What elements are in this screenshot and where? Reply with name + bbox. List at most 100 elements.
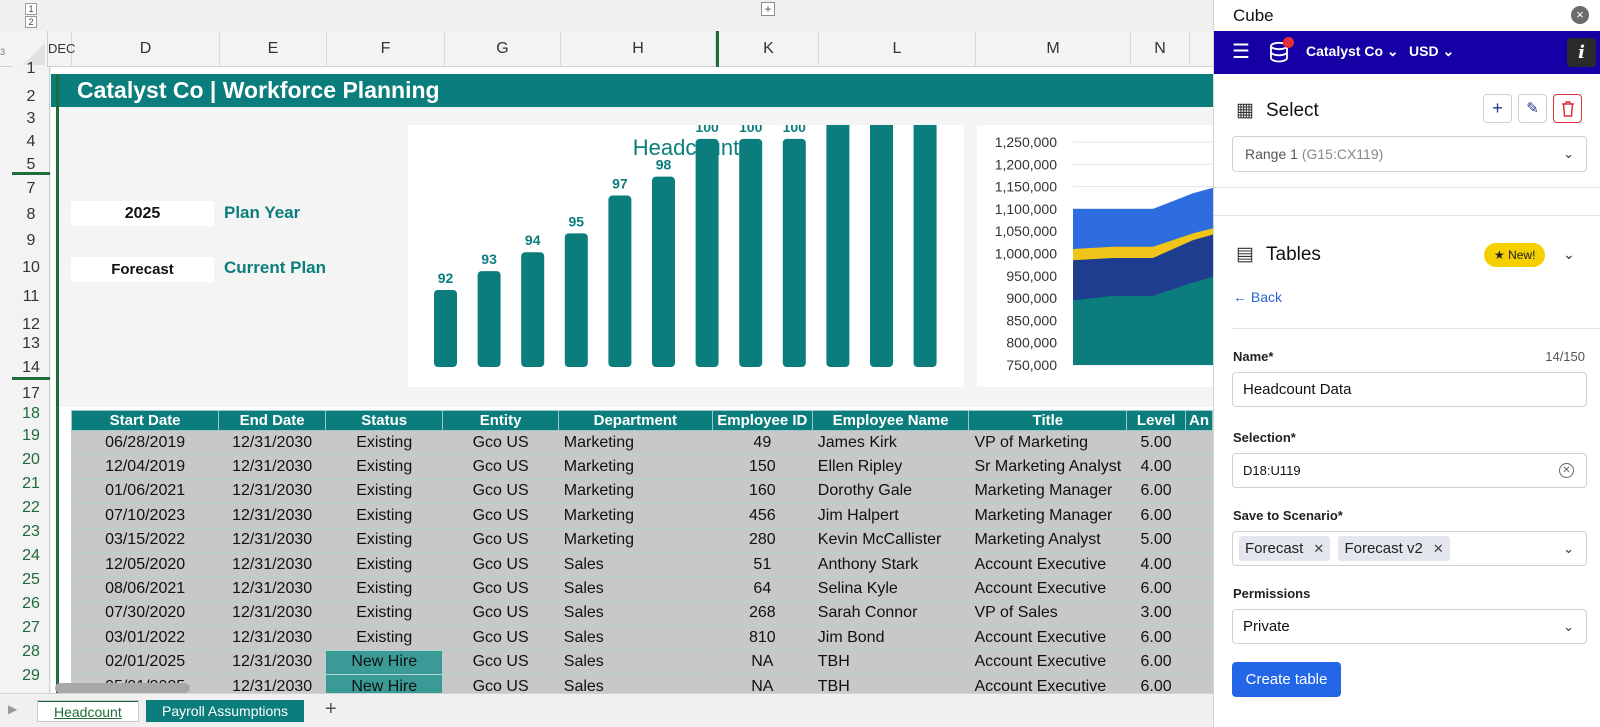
table-cell[interactable]: 12/31/2030	[218, 625, 326, 651]
row-header[interactable]: 28	[22, 643, 40, 660]
table-cell[interactable]	[1184, 551, 1213, 578]
info-button[interactable]: i	[1567, 38, 1596, 67]
table-row[interactable]: 03/15/2022 12/31/2030 Existing Gco US Market…	[70, 527, 1213, 553]
headcount-bar[interactable]	[652, 176, 675, 367]
column-header[interactable]: M	[976, 31, 1131, 67]
headcount-bar[interactable]	[695, 138, 719, 367]
tab-scroll-icon[interactable]: ▶	[8, 702, 18, 716]
table-cell[interactable]: New Hire	[324, 649, 444, 675]
table-cell[interactable]: Gco US	[442, 649, 559, 675]
column-header[interactable]: K	[719, 31, 819, 67]
table-cell[interactable]: Jim Halpert	[811, 503, 970, 529]
column-header[interactable]: F	[327, 31, 445, 67]
table-cell[interactable]: Existing	[324, 478, 444, 505]
table-cell[interactable]: 5.00	[1126, 527, 1186, 553]
headcount-bar[interactable]	[782, 138, 806, 367]
headcount-bar[interactable]	[870, 125, 893, 367]
table-cell[interactable]: 6.00	[1126, 503, 1186, 529]
row-header[interactable]: 19	[22, 427, 40, 444]
row-header[interactable]: 14	[22, 359, 40, 376]
table-cell[interactable]: Existing	[324, 527, 444, 553]
table-cell[interactable]: Selina Kyle	[811, 576, 970, 602]
table-cell[interactable]: 280	[711, 527, 813, 553]
table-cell[interactable]: 12/04/2019	[70, 454, 220, 480]
table-column-header[interactable]: End Date	[218, 410, 326, 431]
column-header[interactable]: D	[72, 31, 220, 67]
row-header[interactable]: 12	[22, 316, 40, 333]
table-cell[interactable]: 12/31/2030	[218, 503, 326, 529]
company-dropdown[interactable]: Catalyst Co ⌄	[1306, 43, 1399, 60]
row-header[interactable]: 4	[26, 133, 36, 150]
outline-level-1-button[interactable]: 1	[25, 3, 37, 15]
column-header[interactable]: DEC	[48, 31, 75, 67]
table-cell[interactable]: Existing	[324, 625, 444, 651]
remove-chip-icon[interactable]: ✕	[1432, 541, 1444, 556]
column-header[interactable]: H	[561, 31, 716, 67]
payroll-area-chart[interactable]: 1,250,000 1,200,000 1,150,000 1,100,000 1,05…	[977, 125, 1213, 387]
area-series[interactable]	[1073, 271, 1213, 365]
employee-table[interactable]: Start Date End Date Status Entity Department…	[70, 410, 1213, 700]
table-cell[interactable]: 06/28/2019	[70, 429, 220, 456]
expand-group-icon[interactable]: +	[761, 2, 775, 16]
table-cell[interactable]: Existing	[324, 429, 444, 456]
table-cell[interactable]: Account Executive	[968, 576, 1128, 602]
row-header[interactable]: 24	[22, 547, 40, 564]
table-cell[interactable]: 12/31/2030	[218, 478, 326, 505]
table-cell[interactable]: 02/01/2025	[70, 649, 220, 675]
row-header[interactable]: 2	[26, 88, 36, 105]
table-row[interactable]: 07/30/2020 12/31/2030 Existing Gco US Sales 2…	[70, 600, 1213, 627]
column-header[interactable]: N	[1131, 31, 1190, 67]
headcount-bar[interactable]	[913, 125, 937, 367]
column-header[interactable]: G	[445, 31, 561, 67]
table-cell[interactable]	[1184, 576, 1213, 602]
table-cell[interactable]: 07/30/2020	[70, 600, 220, 627]
table-column-header[interactable]: Entity	[442, 410, 559, 431]
row-header[interactable]: 21	[22, 475, 40, 492]
select-all-corner[interactable]	[12, 31, 48, 67]
table-cell[interactable]: 6.00	[1126, 649, 1186, 675]
table-column-header[interactable]: Employee ID	[711, 410, 813, 431]
table-cell[interactable]	[1184, 478, 1213, 505]
table-row[interactable]: 07/10/2023 12/31/2030 Existing Gco US Market…	[70, 503, 1213, 529]
tab-payroll-assumptions[interactable]: Payroll Assumptions	[146, 700, 305, 722]
table-cell[interactable]: Gco US	[442, 625, 559, 651]
back-link[interactable]: ← Back	[1233, 289, 1283, 305]
table-cell[interactable]: Gco US	[442, 527, 559, 553]
table-cell[interactable]: Gco US	[442, 503, 559, 529]
table-cell[interactable]: 6.00	[1126, 576, 1186, 602]
row-header[interactable]: 9	[26, 232, 36, 249]
table-cell[interactable]: 12/31/2030	[218, 649, 326, 675]
table-cell[interactable]	[1184, 429, 1213, 456]
table-column-header[interactable]: Level	[1126, 410, 1186, 431]
table-cell[interactable]: Marketing	[557, 454, 713, 480]
range-select[interactable]: Range 1 (G15:CX119) ⌄	[1232, 136, 1587, 172]
table-cell[interactable]: 456	[711, 503, 813, 529]
table-cell[interactable]: 08/06/2021	[70, 576, 220, 602]
table-cell[interactable]: 150	[711, 454, 813, 480]
table-row[interactable]: 12/04/2019 12/31/2030 Existing Gco US Market…	[70, 454, 1213, 480]
table-cell[interactable]: Sales	[557, 625, 713, 651]
close-icon[interactable]: ×	[1571, 6, 1589, 24]
table-cell[interactable]: Gco US	[442, 576, 559, 602]
table-column-header[interactable]: Status	[324, 410, 444, 431]
table-column-header[interactable]: An	[1184, 410, 1213, 431]
table-name-input[interactable]: Headcount Data	[1232, 372, 1587, 407]
column-header[interactable]: E	[220, 31, 327, 67]
row-header[interactable]: 20	[22, 451, 40, 468]
table-cell[interactable]: 51	[711, 551, 813, 578]
table-cell[interactable]: Gco US	[442, 551, 559, 578]
headcount-bar[interactable]	[521, 252, 545, 367]
row-header[interactable]: 5	[26, 156, 36, 173]
table-cell[interactable]: Marketing	[557, 527, 713, 553]
table-cell[interactable]: Account Executive	[968, 649, 1128, 675]
create-table-button[interactable]: Create table	[1232, 662, 1341, 697]
table-column-header[interactable]: Employee Name	[811, 410, 970, 431]
table-cell[interactable]: 49	[711, 429, 813, 456]
table-cell[interactable]	[1184, 454, 1213, 480]
row-header[interactable]: 3	[26, 110, 36, 127]
table-cell[interactable]: Marketing	[557, 478, 713, 505]
table-cell[interactable]: TBH	[811, 673, 970, 700]
row-header[interactable]: 10	[22, 259, 40, 276]
delete-range-button[interactable]	[1553, 94, 1582, 123]
table-row[interactable]: 06/28/2019 12/31/2030 Existing Gco US Market…	[70, 429, 1213, 456]
